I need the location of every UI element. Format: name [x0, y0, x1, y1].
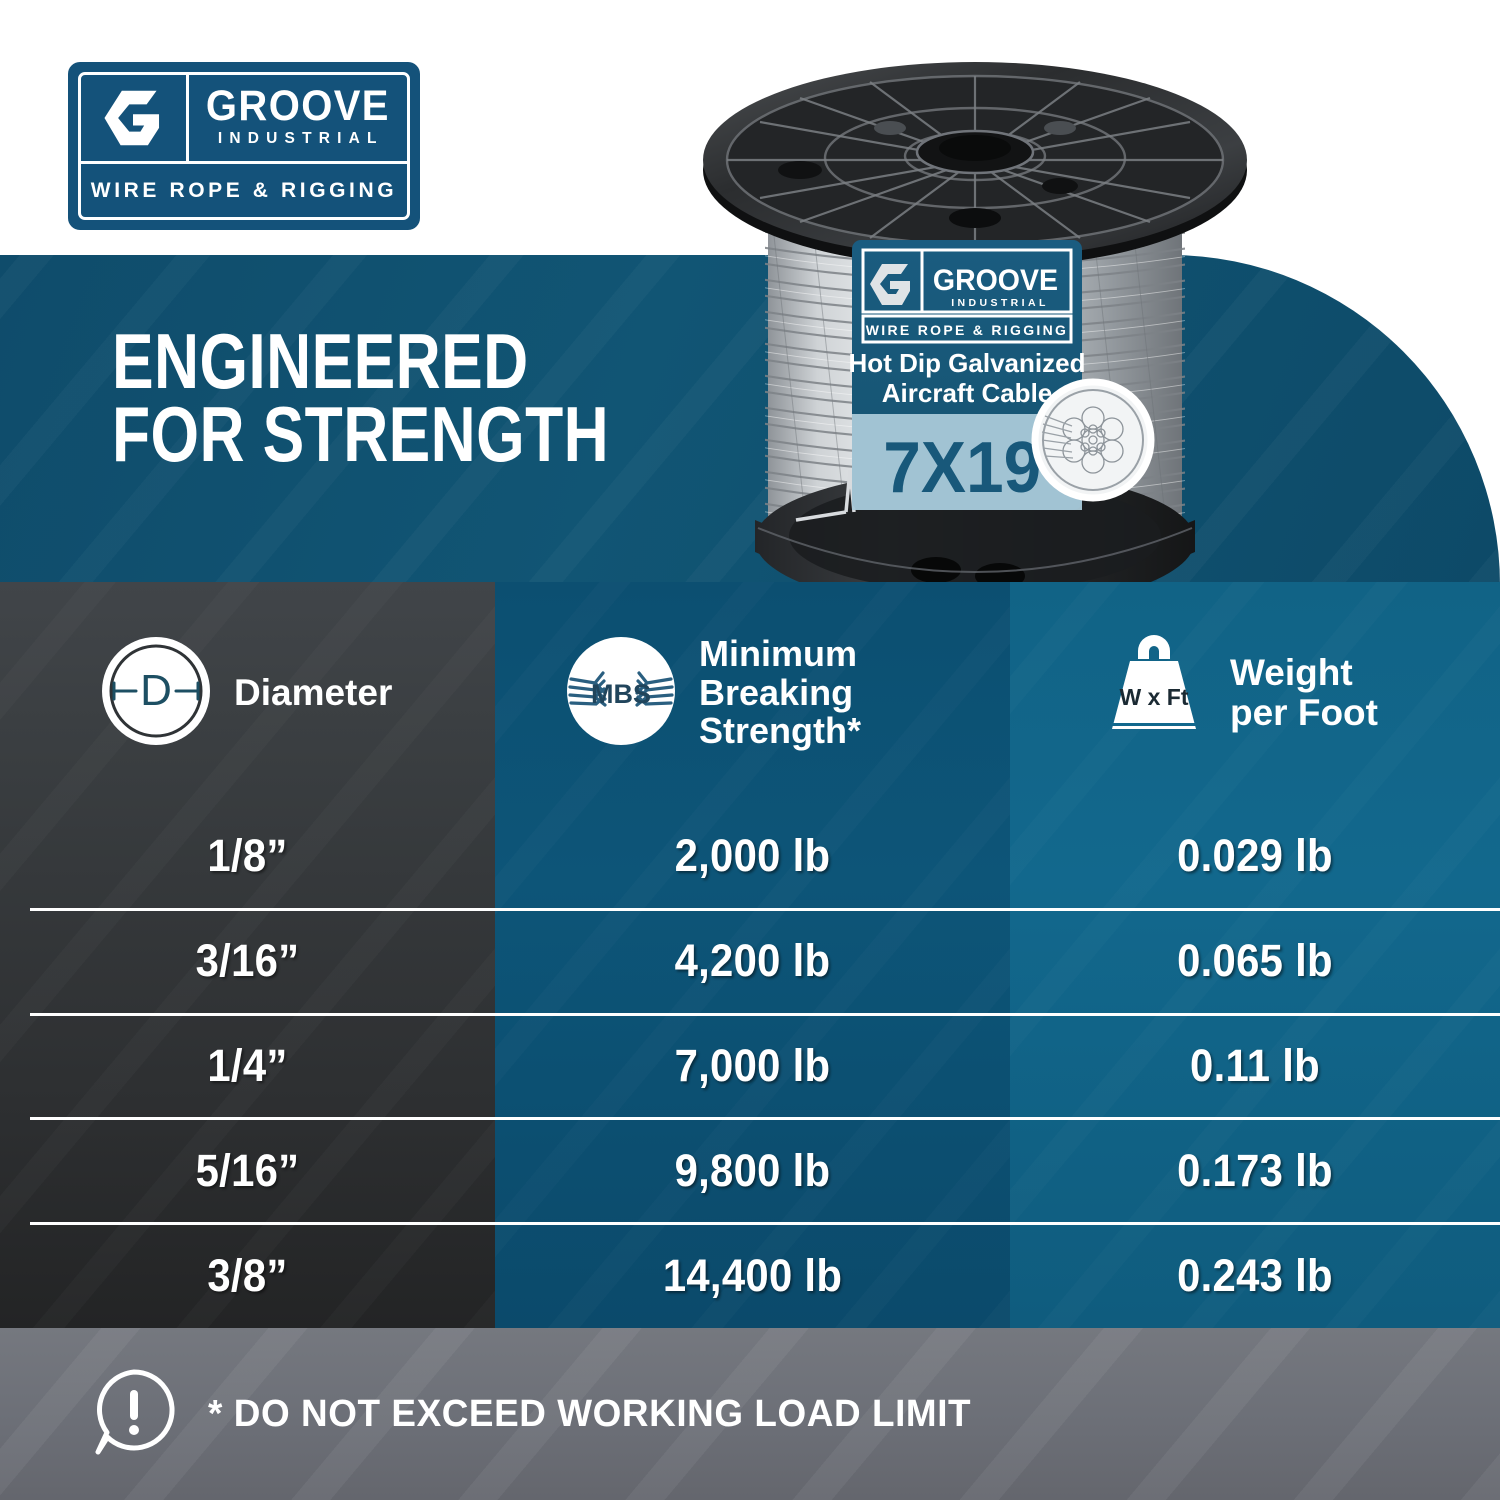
- svg-text:Hot Dip Galvanized: Hot Dip Galvanized: [849, 348, 1086, 378]
- warning-exclamation-icon: [88, 1366, 180, 1463]
- page-title: ENGINEERED FOR STRENGTH: [112, 317, 610, 478]
- row-divider: [30, 1222, 1500, 1226]
- cell-weight: 0.173 lb: [1177, 1144, 1333, 1196]
- cell-diameter: 3/16”: [195, 935, 300, 987]
- header-mbs-label: Minimum Breaking Strength*: [699, 633, 861, 752]
- footer-warning-bar: * DO NOT EXCEED WORKING LOAD LIMIT: [0, 1328, 1500, 1500]
- mbs-icon: MBS: [565, 635, 677, 752]
- hero-panel: ENGINEERED FOR STRENGTH: [0, 255, 1500, 585]
- header-mbs: MBS Minimum Breaking Strength*: [495, 582, 1010, 804]
- cell-mbs: 4,200 lb: [674, 935, 831, 987]
- header-diameter-label: Diameter: [234, 672, 393, 714]
- row-divider: [30, 1012, 1500, 1016]
- diameter-icon: D: [100, 635, 212, 752]
- cell-mbs: 14,400 lb: [662, 1249, 843, 1301]
- table-row: 3/16” 4,200 lb 0.065 lb: [0, 907, 1500, 1014]
- table-row: 1/4” 7,000 lb 0.11 lb: [0, 1012, 1500, 1119]
- specification-table: D Diameter: [0, 582, 1500, 1328]
- product-image-spool: GROOVE INDUSTRIAL WIRE ROPE & RIGGING Ho…: [700, 0, 1320, 640]
- logo-inner-frame: GROOVE INDUSTRIAL WIRE ROPE & RIGGING: [78, 72, 410, 220]
- table-body: 1/8” 2,000 lb 0.029 lb 3/16” 4,200 lb 0.065 l…: [0, 804, 1500, 1328]
- column-weight-bg: [1010, 582, 1500, 1328]
- cell-diameter: 1/4”: [207, 1039, 288, 1091]
- table-row: 3/8” 14,400 lb 0.243 lb: [0, 1222, 1500, 1328]
- cable-cross-section-badge: [1031, 378, 1155, 502]
- cell-diameter: 3/8”: [207, 1249, 288, 1301]
- table-row: 1/8” 2,000 lb 0.029 lb: [0, 804, 1500, 909]
- logo-brand-sub: INDUSTRIAL: [217, 130, 384, 148]
- brand-logo: GROOVE INDUSTRIAL WIRE ROPE & RIGGING: [68, 62, 420, 230]
- svg-text:7X19: 7X19: [883, 427, 1041, 507]
- row-divider: [30, 1117, 1500, 1121]
- weight-icon: W x Ft: [1100, 634, 1208, 752]
- cell-weight: 0.029 lb: [1177, 830, 1333, 882]
- table-row: 5/16” 9,800 lb 0.173 lb: [0, 1117, 1500, 1223]
- header-weight-label: Weight per Foot: [1230, 652, 1378, 733]
- cell-diameter: 5/16”: [195, 1144, 300, 1196]
- header-weight: W x Ft Weight per Foot: [1010, 582, 1500, 804]
- column-diameter-bg: [0, 582, 495, 1328]
- header-diameter: D Diameter: [0, 582, 495, 804]
- cell-mbs: 7,000 lb: [674, 1039, 831, 1091]
- footer-warning-text: * DO NOT EXCEED WORKING LOAD LIMIT: [208, 1392, 972, 1435]
- svg-text:W x Ft: W x Ft: [1120, 684, 1189, 710]
- cell-weight: 0.11 lb: [1190, 1039, 1320, 1091]
- table-header-row: D Diameter: [0, 582, 1500, 804]
- logo-tagline-row: WIRE ROPE & RIGGING: [81, 164, 407, 217]
- cell-weight: 0.243 lb: [1177, 1249, 1333, 1301]
- cell-mbs: 9,800 lb: [674, 1144, 831, 1196]
- cell-diameter: 1/8”: [207, 830, 288, 882]
- svg-text:INDUSTRIAL: INDUSTRIAL: [951, 297, 1049, 309]
- logo-brand-name: GROOVE: [205, 82, 390, 131]
- logo-frame: GROOVE INDUSTRIAL WIRE ROPE & RIGGING: [68, 62, 420, 230]
- svg-text:MBS: MBS: [591, 679, 651, 709]
- logo-top-row: GROOVE INDUSTRIAL: [81, 75, 407, 165]
- svg-text:Aircraft Cable: Aircraft Cable: [882, 378, 1053, 408]
- groove-g-icon: [81, 75, 189, 162]
- row-divider: [30, 907, 1500, 911]
- cell-weight: 0.065 lb: [1177, 935, 1333, 987]
- svg-text:GROOVE: GROOVE: [933, 264, 1058, 297]
- product-label: GROOVE INDUSTRIAL WIRE ROPE & RIGGING Ho…: [849, 240, 1155, 510]
- spool-top-flange: [703, 62, 1247, 268]
- logo-tagline: WIRE ROPE & RIGGING: [90, 178, 398, 202]
- svg-text:D: D: [140, 666, 172, 715]
- cell-mbs: 2,000 lb: [674, 830, 831, 882]
- logo-wordmark: GROOVE INDUSTRIAL: [189, 75, 407, 161]
- svg-text:WIRE ROPE & RIGGING: WIRE ROPE & RIGGING: [866, 322, 1068, 338]
